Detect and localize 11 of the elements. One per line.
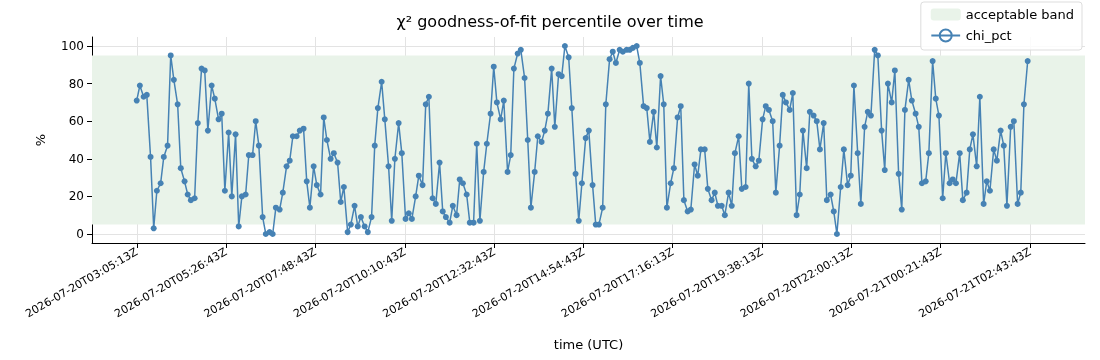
y-tick-label: 0 <box>76 226 84 241</box>
y-tick-label: 80 <box>68 76 84 91</box>
chart-title: χ² goodness-of-fit percentile over time <box>396 11 704 31</box>
y-tick-label: 60 <box>68 114 84 129</box>
y-tick-label: 20 <box>68 189 84 204</box>
legend-label: chi_pct <box>965 28 1012 43</box>
y-tick-label: 40 <box>68 151 84 166</box>
y-axis-title: % <box>33 133 48 147</box>
y-tick-label: 100 <box>61 39 84 54</box>
x-axis-title: time (UTC) <box>553 337 624 352</box>
legend-label: acceptable band <box>965 7 1074 22</box>
